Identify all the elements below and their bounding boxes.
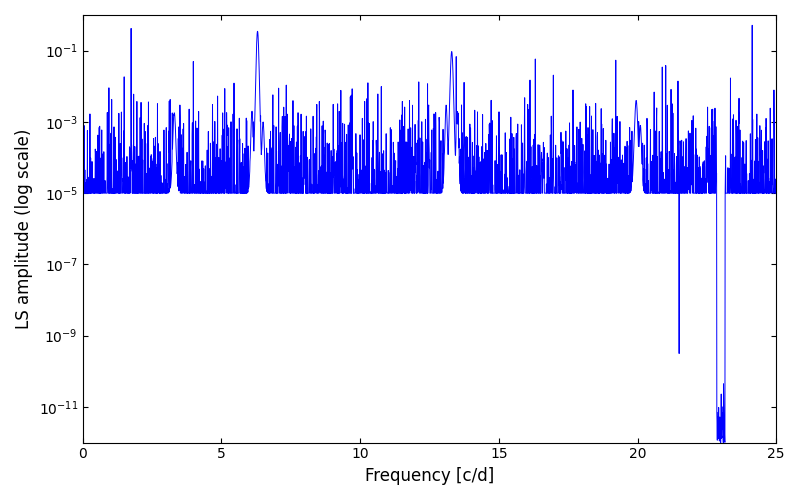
Y-axis label: LS amplitude (log scale): LS amplitude (log scale): [15, 128, 33, 329]
X-axis label: Frequency [c/d]: Frequency [c/d]: [365, 467, 494, 485]
